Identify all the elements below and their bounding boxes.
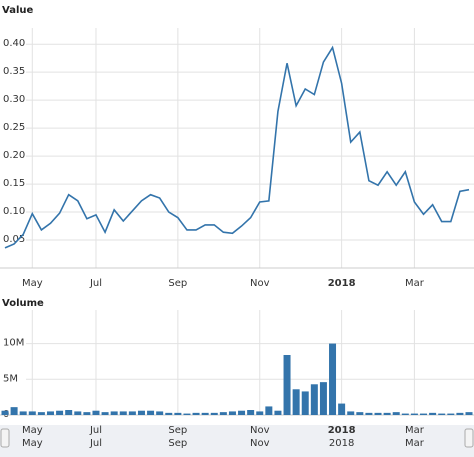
volume-bar (156, 411, 164, 415)
volume-bar (319, 382, 327, 415)
volume-bar (238, 410, 246, 415)
x-tick-label: 2018 (328, 278, 356, 289)
volume-bar (201, 412, 209, 415)
volume-bar (92, 410, 100, 415)
volume-bar (456, 412, 464, 415)
volume-bar (28, 411, 36, 415)
x-tick-label: Jul (89, 425, 102, 436)
price-line (4, 45, 470, 249)
navigator-handle[interactable] (0, 428, 10, 448)
volume-bar (410, 413, 418, 415)
volume-bar (147, 410, 155, 415)
volume-bar (301, 391, 309, 415)
y-tick-label: 5M (3, 373, 18, 384)
x-tick-label: Sep (168, 425, 187, 436)
volume-bar (228, 411, 236, 415)
volume-bar (65, 410, 73, 415)
volume-bar (401, 413, 409, 415)
volume-bar (247, 410, 255, 415)
volume-bar (83, 412, 91, 415)
volume-bar (192, 412, 200, 415)
volume-bar (338, 403, 346, 415)
x-tick-label: May (22, 425, 43, 436)
volume-bar (420, 413, 428, 415)
x-tick-label: Nov (250, 278, 270, 289)
y-tick-label: 0.10 (3, 206, 25, 217)
navigator-label: Jul (89, 438, 102, 449)
navigator[interactable] (0, 425, 474, 457)
x-tick-label: Mar (405, 425, 425, 436)
volume-bar (1, 410, 9, 415)
volume-bar (101, 412, 109, 415)
x-tick-label: Mar (405, 278, 425, 289)
volume-bar (283, 355, 291, 415)
volume-bar (329, 343, 337, 415)
volume-bar (56, 410, 64, 415)
volume-bar (183, 413, 191, 415)
volume-bar (46, 411, 54, 415)
y-tick-label: 0.15 (3, 178, 25, 189)
volume-bar (174, 412, 182, 415)
navigator-label: 2018 (329, 438, 354, 449)
volume-bar (365, 412, 373, 415)
volume-bar (265, 406, 273, 415)
volume-bar (374, 412, 382, 415)
volume-bar (37, 412, 45, 415)
volume-bar (219, 412, 227, 415)
volume-bar (392, 412, 400, 415)
volume-bar (256, 411, 264, 415)
volume-bar (137, 410, 145, 415)
y-tick-label: 0.20 (3, 150, 25, 161)
navigator-handle[interactable] (464, 428, 474, 448)
navigator-label: Nov (250, 438, 270, 449)
volume-bar (128, 411, 136, 415)
navigator-label: May (22, 438, 43, 449)
volume-bar (165, 412, 173, 415)
y-tick-label: 0.35 (3, 66, 25, 77)
x-tick-label: Sep (168, 278, 187, 289)
x-tick-label: Jul (89, 278, 102, 289)
y-tick-label: 10M (3, 338, 24, 349)
price-title: Value (2, 5, 33, 16)
volume-title: Volume (2, 298, 44, 309)
volume-bar (310, 384, 318, 415)
y-tick-label: 0.05 (3, 234, 25, 245)
x-tick-label: May (22, 278, 43, 289)
volume-bar (274, 410, 282, 415)
volume-bar (347, 411, 355, 415)
volume-bar (465, 412, 473, 415)
volume-bar (19, 411, 27, 415)
navigator-label: Sep (168, 438, 187, 449)
volume-bar (210, 412, 218, 415)
volume-bar (292, 389, 300, 415)
volume-bar (383, 412, 391, 415)
volume-bar (10, 407, 18, 415)
x-tick-label: 2018 (328, 425, 356, 436)
volume-bar (438, 413, 446, 415)
x-tick-label: Nov (250, 425, 270, 436)
volume-bar (74, 411, 82, 415)
volume-bar (110, 411, 118, 415)
volume-bar (356, 412, 364, 415)
y-tick-label: 0.40 (3, 38, 25, 49)
volume-bar (447, 413, 455, 415)
y-tick-label: 0.30 (3, 94, 25, 105)
volume-bar (429, 412, 437, 415)
y-tick-label: 0.25 (3, 122, 25, 133)
volume-bar (119, 411, 127, 415)
navigator-label: Mar (405, 438, 425, 449)
